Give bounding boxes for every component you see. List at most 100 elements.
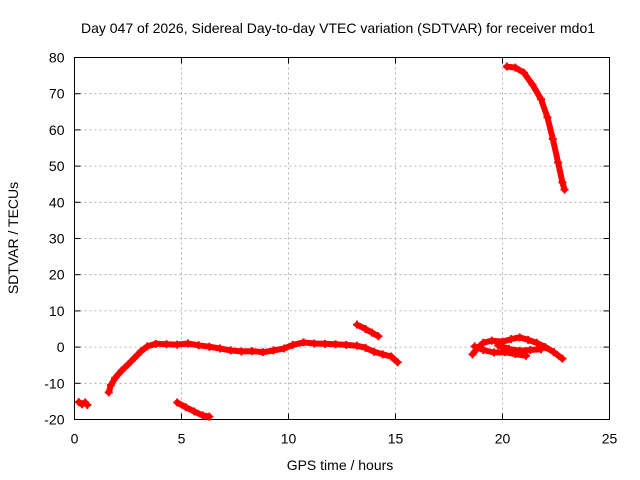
data-point bbox=[151, 339, 160, 348]
data-point bbox=[470, 342, 479, 351]
data-point bbox=[331, 340, 340, 349]
data-point bbox=[374, 332, 383, 341]
data-point bbox=[173, 398, 182, 407]
data-point bbox=[181, 403, 190, 412]
y-tick-labels: -20 -10 0 10 20 30 40 50 60 70 80 bbox=[44, 50, 64, 428]
data-point bbox=[352, 341, 361, 350]
data-point bbox=[504, 344, 513, 353]
data-point bbox=[205, 342, 214, 351]
data-point bbox=[468, 350, 477, 359]
y-tick-label: 60 bbox=[49, 122, 65, 138]
series-arc-1 bbox=[74, 398, 92, 410]
data-point bbox=[370, 347, 379, 356]
series-line bbox=[105, 339, 401, 396]
data-point bbox=[342, 340, 351, 349]
data-point bbox=[83, 401, 92, 410]
data-point bbox=[320, 339, 329, 348]
series-arc-2 bbox=[104, 338, 402, 397]
data-point bbox=[528, 80, 537, 89]
y-tick-label: -20 bbox=[44, 412, 64, 428]
x-tick-label: 0 bbox=[71, 431, 79, 447]
data-point bbox=[299, 338, 308, 347]
x-tick-label: 20 bbox=[495, 431, 511, 447]
data-point bbox=[519, 68, 528, 77]
data-point bbox=[136, 347, 145, 356]
x-axis-label: GPS time / hours bbox=[287, 457, 394, 473]
data-point bbox=[124, 360, 132, 369]
data-point bbox=[367, 328, 376, 337]
data-point bbox=[216, 344, 225, 353]
data-point bbox=[479, 338, 488, 347]
data-point bbox=[558, 178, 567, 187]
series-arc-8 bbox=[502, 62, 569, 194]
x-tick-label: 10 bbox=[281, 431, 297, 447]
series-line bbox=[354, 321, 382, 340]
series-arc-4 bbox=[352, 320, 383, 341]
y-tick-label: 70 bbox=[49, 86, 65, 102]
data-point bbox=[537, 345, 546, 354]
axis-ticks bbox=[74, 57, 610, 420]
series-line bbox=[174, 399, 213, 420]
y-tick-label: 20 bbox=[49, 267, 65, 283]
y-tick-label: -10 bbox=[44, 375, 64, 391]
data-point bbox=[515, 346, 524, 355]
data-point bbox=[198, 411, 207, 420]
data-point bbox=[205, 412, 214, 421]
data-point bbox=[487, 336, 496, 345]
data-point bbox=[352, 320, 361, 329]
data-point bbox=[106, 381, 115, 390]
data-point bbox=[143, 342, 152, 351]
data-point bbox=[549, 348, 558, 357]
data-point bbox=[248, 347, 257, 356]
data-point bbox=[226, 346, 235, 355]
data-point bbox=[361, 343, 370, 352]
y-tick-label: 40 bbox=[49, 194, 65, 210]
data-point bbox=[378, 350, 387, 359]
data-point bbox=[194, 341, 203, 350]
series-group bbox=[74, 62, 569, 421]
data-point bbox=[361, 325, 370, 333]
series-line bbox=[503, 63, 568, 193]
data-point bbox=[173, 340, 182, 349]
data-point bbox=[511, 63, 520, 72]
data-point bbox=[532, 338, 541, 347]
data-point bbox=[393, 358, 402, 367]
data-point bbox=[494, 341, 503, 350]
data-point bbox=[543, 113, 552, 122]
data-point bbox=[130, 353, 139, 362]
data-point bbox=[237, 347, 246, 356]
data-point bbox=[310, 339, 319, 348]
data-point bbox=[387, 352, 396, 361]
data-point bbox=[558, 354, 567, 363]
x-tick-labels: 0 5 10 15 20 25 bbox=[71, 431, 618, 447]
data-point bbox=[111, 373, 120, 382]
data-point bbox=[288, 340, 297, 349]
y-tick-label: 0 bbox=[57, 339, 65, 355]
y-tick-label: 80 bbox=[49, 50, 65, 66]
data-point bbox=[524, 335, 533, 344]
data-point bbox=[104, 388, 113, 397]
data-point bbox=[548, 134, 557, 143]
grid bbox=[74, 57, 610, 420]
data-point bbox=[554, 158, 563, 167]
x-tick-label: 15 bbox=[388, 431, 404, 447]
data-point bbox=[117, 366, 126, 375]
data-point bbox=[479, 345, 488, 354]
data-point bbox=[162, 340, 171, 349]
x-tick-label: 5 bbox=[178, 431, 186, 447]
data-point bbox=[183, 339, 192, 348]
data-point bbox=[560, 185, 569, 194]
data-point bbox=[489, 348, 498, 357]
data-point bbox=[526, 345, 535, 354]
series-arc-3 bbox=[173, 398, 214, 421]
series-arc-7 bbox=[494, 341, 546, 355]
data-point bbox=[537, 95, 546, 104]
chart-title: Day 047 of 2026, Sidereal Day-to-day VTE… bbox=[81, 20, 595, 36]
y-tick-label: 10 bbox=[49, 303, 65, 319]
data-point bbox=[269, 346, 278, 355]
data-point bbox=[507, 335, 516, 344]
x-tick-label: 25 bbox=[602, 431, 618, 447]
data-point bbox=[258, 348, 267, 357]
data-point bbox=[502, 62, 511, 71]
